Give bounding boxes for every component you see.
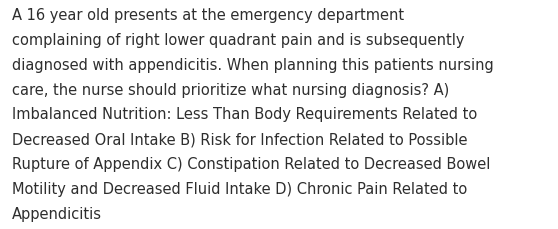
Text: diagnosed with appendicitis. When planning this patients nursing: diagnosed with appendicitis. When planni… <box>12 57 494 72</box>
Text: Rupture of Appendix C) Constipation Related to Decreased Bowel: Rupture of Appendix C) Constipation Rela… <box>12 156 490 171</box>
Text: A 16 year old presents at the emergency department: A 16 year old presents at the emergency … <box>12 8 405 23</box>
Text: complaining of right lower quadrant pain and is subsequently: complaining of right lower quadrant pain… <box>12 33 465 48</box>
Text: Imbalanced Nutrition: Less Than Body Requirements Related to: Imbalanced Nutrition: Less Than Body Req… <box>12 107 478 122</box>
Text: Appendicitis: Appendicitis <box>12 206 102 221</box>
Text: Motility and Decreased Fluid Intake D) Chronic Pain Related to: Motility and Decreased Fluid Intake D) C… <box>12 181 468 196</box>
Text: Decreased Oral Intake B) Risk for Infection Related to Possible: Decreased Oral Intake B) Risk for Infect… <box>12 132 468 147</box>
Text: care, the nurse should prioritize what nursing diagnosis? A): care, the nurse should prioritize what n… <box>12 82 450 97</box>
